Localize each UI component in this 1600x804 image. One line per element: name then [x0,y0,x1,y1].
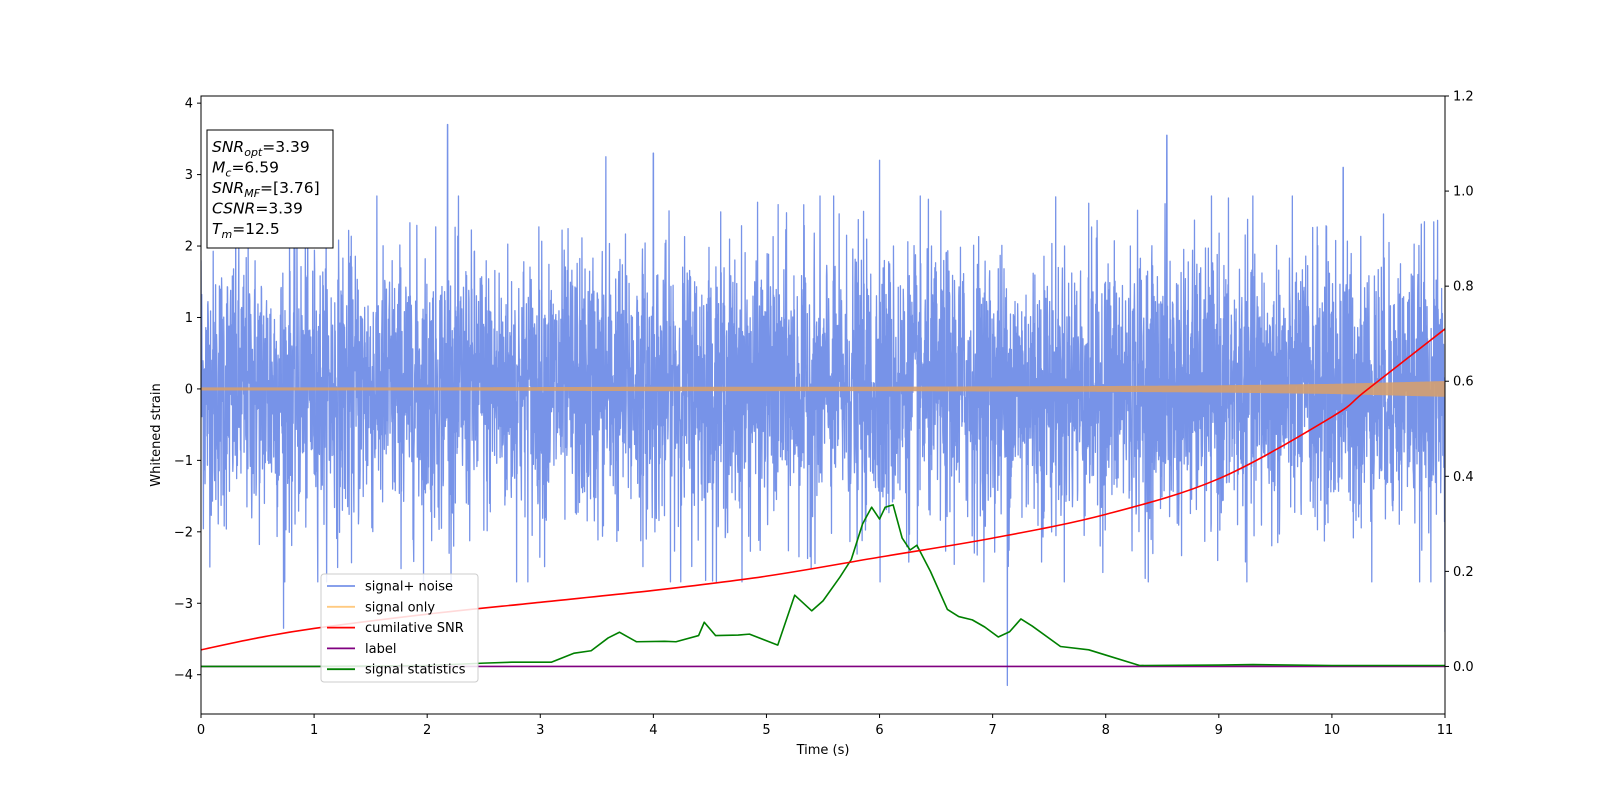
series-signal-only [201,381,1445,397]
y-right-tick-label: 0.2 [1453,565,1474,580]
y-left-tick-label: 3 [185,168,193,183]
y-right-tick-label: 0.8 [1453,280,1474,295]
x-axis-label: Time (s) [796,743,850,758]
y-left-tick-label: −1 [174,454,193,469]
x-tick-label: 8 [1102,723,1110,738]
series-signal-statistics [201,504,1445,668]
legend-entry-label: cumilative SNR [365,621,464,636]
info-box-line: SNRopt=3.39 [212,138,310,159]
axes-frame [200,95,1446,715]
y-right-tick-label: 1.2 [1453,90,1474,105]
y-left-tick-label: 1 [185,311,193,326]
x-tick-label: 7 [988,723,996,738]
legend-entry-label: label [365,642,396,657]
y-right-tick-label: 0.0 [1453,660,1474,675]
legend-entry-label: signal only [365,600,435,615]
x-tick-label: 6 [875,723,883,738]
y-left-tick-label: −3 [174,597,193,612]
y-left-tick-label: 0 [185,382,193,397]
x-tick-label: 3 [536,723,544,738]
info-box-line: Mc=6.59 [212,159,279,180]
x-tick-label: 10 [1324,723,1341,738]
info-box-line: CSNR=3.39 [212,200,303,218]
y-left-tick-label: 4 [185,97,193,112]
info-box-line: SNRMF=[3.76] [212,179,320,200]
legend: signal+ noise signal only cumilative SNR la… [320,573,479,683]
x-tick-label: 11 [1437,723,1454,738]
y-right-tick-label: 1.0 [1453,185,1474,200]
legend-entry-label: signal+ noise [365,580,453,595]
x-tick-label: 0 [197,723,205,738]
x-tick-label: 4 [649,723,657,738]
y-left-tick-label: −4 [174,668,193,683]
y-axis-label: Whitened strain [149,383,164,486]
info-box-frame [206,129,334,249]
series-signal-noise [201,123,1445,687]
legend-entry-label: signal statistics [365,663,466,678]
y-left-tick-label: 2 [185,240,193,255]
x-tick-label: 2 [423,723,431,738]
legend-frame [320,573,479,683]
tick-layer: 0 1 2 3 4 5 6 7 8 9 10 11 −4 −3 −2 −1 0 1 2 3 4 0.0 0.2 0.4 0.6 0… [174,90,1474,739]
x-tick-label: 1 [310,723,318,738]
x-tick-label: 5 [762,723,770,738]
y-right-tick-label: 0.4 [1453,470,1474,485]
y-right-tick-label: 0.6 [1453,375,1474,390]
info-box-line: Tm=12.5 [212,220,280,241]
y-left-tick-label: −2 [174,525,193,540]
x-tick-label: 9 [1215,723,1223,738]
